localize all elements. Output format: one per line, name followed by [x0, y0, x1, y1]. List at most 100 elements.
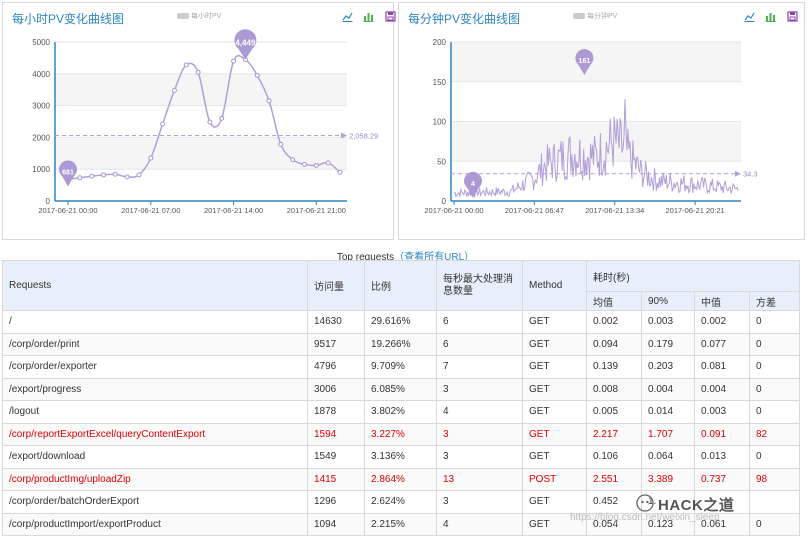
table-cell: 0.005: [586, 400, 642, 424]
average-label: 34.3: [743, 170, 758, 179]
table-cell: 0: [748, 400, 801, 424]
table-cell: 2.215%: [364, 512, 437, 536]
bar-chart-icon[interactable]: [363, 9, 374, 22]
table-cell: 0.013: [694, 445, 750, 469]
table-cell[interactable]: /export/download: [2, 445, 308, 469]
line-chart-icon[interactable]: [342, 9, 353, 22]
table-cell: 0.061: [694, 512, 750, 536]
grid-band: [55, 137, 347, 170]
table-row[interactable]: /corp/reportExportExcel/queryContentExpo…: [2, 422, 801, 446]
table-cell: 7: [436, 355, 523, 379]
average-arrow: [735, 170, 741, 177]
data-point: [171, 87, 177, 93]
col-header-p90[interactable]: 90%: [641, 291, 695, 311]
col-header-median[interactable]: 中值: [694, 291, 750, 311]
table-cell: 6: [436, 332, 523, 356]
table-cell: 0.091: [694, 422, 750, 446]
col-header-max-per-second[interactable]: 每秒最大处理消息数量: [436, 260, 523, 311]
table-cell[interactable]: /corp/reportExportExcel/queryContentExpo…: [2, 422, 308, 446]
data-point: [207, 119, 213, 125]
table-cell: GET: [522, 310, 587, 334]
data-label-pin: [575, 49, 594, 76]
table-cell: 2.864%: [364, 467, 437, 491]
y-tick-label: 0: [442, 197, 447, 206]
table-cell: 0.203: [641, 355, 695, 379]
table-cell[interactable]: /corp/order/print: [2, 332, 308, 356]
line-chart-icon[interactable]: [744, 9, 755, 22]
col-header-time: 耗时(秒): [585, 260, 801, 292]
table-cell: 1094: [307, 512, 365, 536]
save-image-icon[interactable]: [385, 9, 396, 22]
minute-legend-label: 每分钟PV: [587, 13, 618, 20]
table-cell: 0.003: [694, 400, 750, 424]
table-cell[interactable]: /corp/order/batchOrderExport: [2, 490, 308, 514]
table-cell: 9.709%: [364, 355, 437, 379]
grid-band: [451, 121, 741, 162]
data-label: 4: [471, 181, 475, 188]
y-tick-label: 50: [437, 157, 446, 166]
table-cell: 3006: [307, 377, 365, 401]
table-cell: 0.123: [641, 512, 695, 536]
table-row[interactable]: /14630 29.616% 6 GET 0.002 0.003 0.002 0: [2, 310, 801, 334]
x-tick-label: 2017-06-21 06:47: [505, 206, 564, 215]
data-point: [183, 62, 189, 68]
series-line: [453, 99, 739, 198]
save-image-icon[interactable]: [787, 9, 798, 22]
table-cell: 3: [436, 377, 523, 401]
table-cell: POST: [522, 467, 587, 491]
x-tick-label: 2017-06-21 20:21: [666, 206, 725, 215]
table-cell: GET: [522, 400, 587, 424]
data-point: [325, 160, 331, 166]
table-row[interactable]: /corp/productImg/uploadZip 1415 2.864% 13 PO…: [2, 467, 801, 491]
col-header-variance[interactable]: 方差: [748, 291, 801, 311]
table-cell: GET: [522, 332, 587, 356]
table-cell: 6.085%: [364, 377, 437, 401]
table-cell[interactable]: /logout: [2, 400, 308, 424]
table-row[interactable]: /corp/order/exporter 4796 9.709% 7 GET 0.139 0…: [2, 355, 801, 379]
bar-chart-icon[interactable]: [765, 9, 776, 22]
hourly-chart-legend[interactable]: 每小时PV: [177, 11, 221, 21]
table-cell: 1415: [307, 467, 365, 491]
minute-chart-legend[interactable]: 每分钟PV: [573, 11, 617, 21]
data-point: [219, 115, 225, 121]
col-header-ratio[interactable]: 比例: [364, 260, 437, 311]
col-header-visits[interactable]: 访问量: [307, 260, 365, 311]
x-tick-label: 2017-06-21 00:00: [38, 206, 97, 215]
table-cell: 0.452: [586, 490, 642, 514]
table-cell[interactable]: /: [2, 310, 308, 334]
data-point: [89, 173, 95, 179]
data-point: [313, 162, 319, 168]
table-cell: 0.077: [694, 332, 750, 356]
col-header-requests[interactable]: Requests: [2, 260, 308, 311]
table-cell: 0.002: [694, 310, 750, 334]
table-row[interactable]: /corp/productImport/exportProduct 1094 2.2…: [2, 512, 801, 536]
table-cell: GET: [522, 490, 587, 514]
view-all-urls-link[interactable]: （查看所有URL）: [394, 252, 475, 263]
table-cell: 0: [748, 377, 801, 401]
table-cell[interactable]: /corp/productImg/uploadZip: [2, 467, 308, 491]
table-cell[interactable]: /export/progress: [2, 377, 308, 401]
col-header-mean[interactable]: 均值: [586, 291, 642, 311]
average-arrow: [341, 132, 347, 139]
table-cell: GET: [522, 445, 587, 469]
table-row[interactable]: /corp/order/print 9517 19.266% 6 GET 0.094 0.1…: [2, 332, 801, 356]
data-point: [124, 174, 130, 180]
table-cell: 13: [436, 467, 523, 491]
table-row[interactable]: /export/progress 3006 6.085% 3 GET 0.008 0.004…: [2, 377, 801, 401]
top-requests-label: Top requests: [336, 252, 395, 263]
table-cell[interactable]: /corp/productImport/exportProduct: [2, 512, 308, 536]
table-row[interactable]: /export/download 1549 3.136% 3 GET 0.106 0.064…: [2, 445, 801, 469]
x-tick-label: 2017-06-21 14:00: [204, 206, 263, 215]
data-label: 161: [579, 58, 591, 65]
data-point: [254, 72, 260, 78]
table-row[interactable]: /logout 1878 3.802% 4 GET 0.005 0.014 0.003 0: [2, 400, 801, 424]
table-cell: 0.737: [694, 467, 750, 491]
table-cell: 3.389: [641, 467, 695, 491]
table-row[interactable]: /corp/order/batchOrderExport 1296 2.624% 3 G…: [2, 490, 801, 514]
col-header-method[interactable]: Method: [522, 260, 587, 311]
minute-pv-chart: 0 50 100 150 200 2017-06-21 00:00 2017-06-21 0…: [424, 38, 758, 215]
table-cell: 0: [748, 445, 801, 469]
table-cell: 3.227%: [364, 422, 437, 446]
table-cell[interactable]: /corp/order/exporter: [2, 355, 308, 379]
table-cell: 0.179: [641, 332, 695, 356]
